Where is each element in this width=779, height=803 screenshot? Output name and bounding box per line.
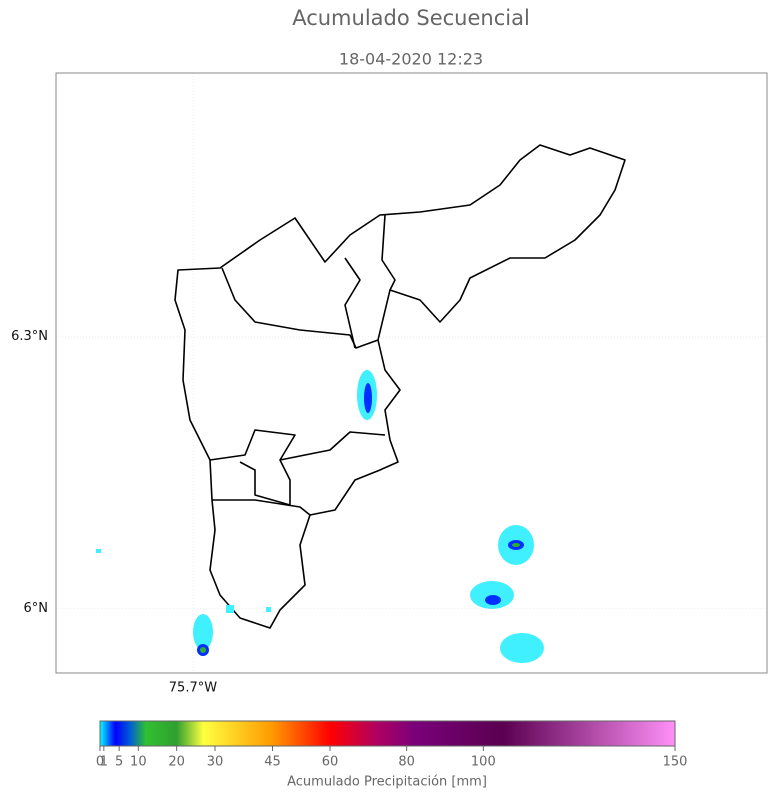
- subtitle: 18-04-2020 12:23: [339, 50, 483, 69]
- lat-label: 6.3°N: [11, 329, 48, 344]
- colorbar-tick-label: 0: [96, 755, 104, 770]
- colorbar-tick-label: 1: [100, 755, 108, 770]
- lat-label: 6°N: [24, 601, 49, 616]
- colorbar-tick-label: 30: [207, 755, 224, 770]
- colorbar-tick-label: 100: [471, 755, 496, 770]
- title: Acumulado Secuencial: [292, 6, 530, 30]
- colorbar-tick-label: 20: [168, 755, 185, 770]
- colorbar-tick-label: 45: [264, 755, 281, 770]
- precipitation: [96, 370, 544, 663]
- colorbar-tick-label: 150: [663, 755, 688, 770]
- colorbar-tick-label: 5: [115, 755, 123, 770]
- region-outline: [174, 144, 626, 629]
- colorbar-label: Acumulado Precipitación [mm]: [287, 775, 487, 790]
- colorbar-tick-label: 80: [398, 755, 415, 770]
- colorbar: [99, 720, 676, 747]
- colorbar-tick-label: 10: [130, 755, 147, 770]
- lon-label: 75.7°W: [169, 681, 217, 696]
- map-frame: [55, 72, 768, 674]
- colorbar-tick-label: 60: [322, 755, 339, 770]
